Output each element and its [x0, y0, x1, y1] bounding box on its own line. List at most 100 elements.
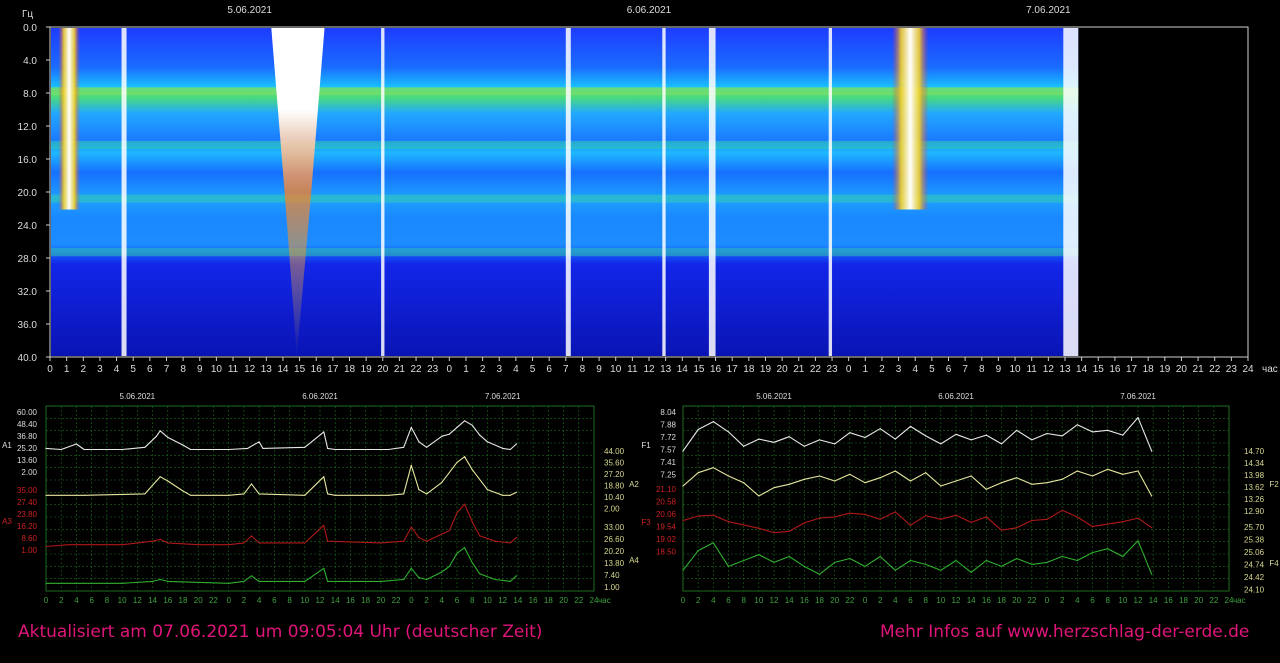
amp-point-A1-33 — [515, 443, 518, 445]
spec-x-tick-19: 19 — [361, 364, 373, 375]
freq-x-tick-30: 12 — [1134, 596, 1143, 605]
spec-x-tick-54: 6 — [946, 364, 952, 375]
freq-point-F3-9 — [818, 517, 821, 519]
amp-x-tick-18: 12 — [316, 596, 325, 605]
freq-x-tick-19: 14 — [967, 596, 976, 605]
amp-x-tick-33: 18 — [544, 596, 553, 605]
freq-point-F1-17 — [940, 443, 942, 445]
frequency-panel: 0 2 4 6 8 10 12 14 16 18 20 22 0 2 4 6 8 10 12 14 16 18 20 22 0 2… — [641, 392, 1279, 605]
spec-x-tick-17: 17 — [327, 364, 339, 375]
amp-point-A1-27 — [464, 420, 466, 422]
spec-x-tick-25: 1 — [463, 364, 469, 375]
amp-x-tick-36: 24 — [590, 596, 599, 605]
amp-series-A1 — [45, 420, 517, 451]
freq-x-tick-7: 14 — [785, 596, 794, 605]
freq-axis-name-F3: F3 — [641, 518, 651, 527]
amp-point-A1-19 — [387, 448, 390, 451]
amp-x-tick-30: 12 — [498, 596, 507, 605]
amp-point-A1-16 — [323, 431, 325, 433]
freq-point-F2-25 — [1061, 478, 1063, 480]
freq-series-F3 — [682, 509, 1153, 534]
amp-point-A1-2 — [75, 443, 77, 445]
amp-point-A4-8 — [250, 575, 253, 577]
high-power-burst-4 — [381, 28, 385, 356]
freq-point-F1-6 — [773, 441, 775, 443]
spec-x-tick-18: 18 — [344, 364, 356, 375]
amp-point-A2-14 — [323, 476, 325, 478]
freq-point-F1-16 — [925, 435, 927, 437]
amp-x-tick-4: 8 — [105, 596, 110, 605]
freq-x-tick-8: 16 — [800, 596, 809, 605]
high-power-burst-8 — [828, 28, 833, 356]
freq-point-F3-14 — [894, 511, 896, 513]
freq-right-axis-F2-3: 13.62 — [1244, 483, 1265, 492]
spec-x-tick-68: 20 — [1176, 364, 1188, 375]
freq-point-F3-19 — [970, 521, 972, 524]
spec-x-tick-56: 8 — [979, 364, 985, 375]
amp-point-A3-24 — [479, 535, 481, 537]
freq-right-axis-F2-4: 13.26 — [1244, 495, 1265, 504]
spec-x-tick-40: 16 — [710, 364, 722, 375]
amp-x-tick-15: 6 — [272, 596, 277, 605]
freq-point-F4-26 — [1076, 559, 1078, 562]
freq-point-F1-24 — [1046, 432, 1048, 435]
freq-x-tick-2: 4 — [711, 596, 716, 605]
freq-right-axis-F2-1: 14.34 — [1244, 459, 1265, 468]
spec-x-tick-3: 3 — [97, 364, 103, 375]
freq-right-axis-F4-1: 25.38 — [1244, 536, 1265, 545]
freq-point-F1-0 — [682, 450, 684, 452]
freq-point-F2-14 — [894, 470, 896, 472]
amp-left-axis-A1-5: 2.00 — [21, 468, 37, 477]
spec-x-tick-20: 20 — [377, 364, 389, 375]
resonance-band-1 — [51, 87, 1079, 96]
freq-point-F4-27 — [1091, 552, 1094, 554]
freq-point-F1-26 — [1076, 424, 1078, 426]
amp-point-A3-6 — [197, 544, 199, 546]
freq-point-F3-12 — [864, 513, 866, 516]
freq-right-axis-F2-5: 12.90 — [1244, 507, 1265, 516]
spec-x-tick-38: 14 — [677, 364, 689, 375]
amp-x-tick-14: 4 — [257, 596, 262, 605]
amp-left-axis-A1-4: 13.60 — [17, 456, 38, 465]
amp-point-A3-2 — [121, 544, 123, 546]
freq-point-F4-7 — [788, 555, 790, 558]
amp-point-A3-1 — [68, 544, 70, 546]
freq-left-axis-F3-4: 19.02 — [656, 535, 677, 544]
amp-point-A2-18 — [403, 493, 405, 495]
more-info-link[interactable]: Mehr Infos auf www.herzschlag-der-erde.d… — [880, 622, 1250, 642]
amp-x-tick-21: 18 — [361, 596, 370, 605]
spec-x-tick-43: 19 — [760, 364, 772, 375]
freq-point-F3-5 — [758, 527, 760, 529]
freq-point-F2-12 — [864, 482, 866, 484]
amp-point-A3-3 — [152, 540, 154, 542]
freq-point-F3-26 — [1076, 516, 1078, 518]
freq-point-F3-10 — [834, 516, 836, 518]
amp-right-axis-A4-2: 20.20 — [604, 547, 625, 556]
freq-point-F1-19 — [970, 439, 972, 441]
amp-point-A3-19 — [441, 533, 443, 535]
freq-point-F1-1 — [697, 428, 699, 431]
spec-x-tick-46: 22 — [810, 364, 822, 375]
amp-right-axis-A4-3: 13.80 — [604, 559, 625, 568]
amp-right-axis-A2-3: 18.80 — [604, 482, 625, 491]
amp-x-tick-8: 16 — [163, 596, 172, 605]
amp-left-axis-A3-5: 1.00 — [21, 546, 37, 555]
amp-x-tick-19: 14 — [331, 596, 340, 605]
freq-point-F1-9 — [818, 439, 821, 441]
amp-x-tick-25: 2 — [424, 596, 429, 605]
freq-point-F3-8 — [803, 522, 805, 524]
spec-y-tick-6: 24.0 — [18, 221, 38, 232]
freq-series-F1 — [682, 417, 1153, 452]
spec-x-tick-39: 15 — [693, 364, 705, 375]
freq-point-F4-3 — [727, 565, 730, 568]
freq-point-F1-21 — [1000, 443, 1003, 445]
spec-x-tick-41: 17 — [727, 364, 739, 375]
spec-x-tick-60: 12 — [1043, 364, 1055, 375]
freq-point-F4-30 — [1137, 540, 1139, 542]
freq-x-tick-15: 6 — [908, 596, 913, 605]
spec-x-tick-48: 0 — [846, 364, 852, 375]
freq-x-tick-29: 10 — [1118, 596, 1127, 605]
resonance-band-4 — [51, 248, 1079, 257]
freq-point-F2-30 — [1137, 470, 1139, 472]
freq-point-F1-31 — [1151, 450, 1153, 452]
